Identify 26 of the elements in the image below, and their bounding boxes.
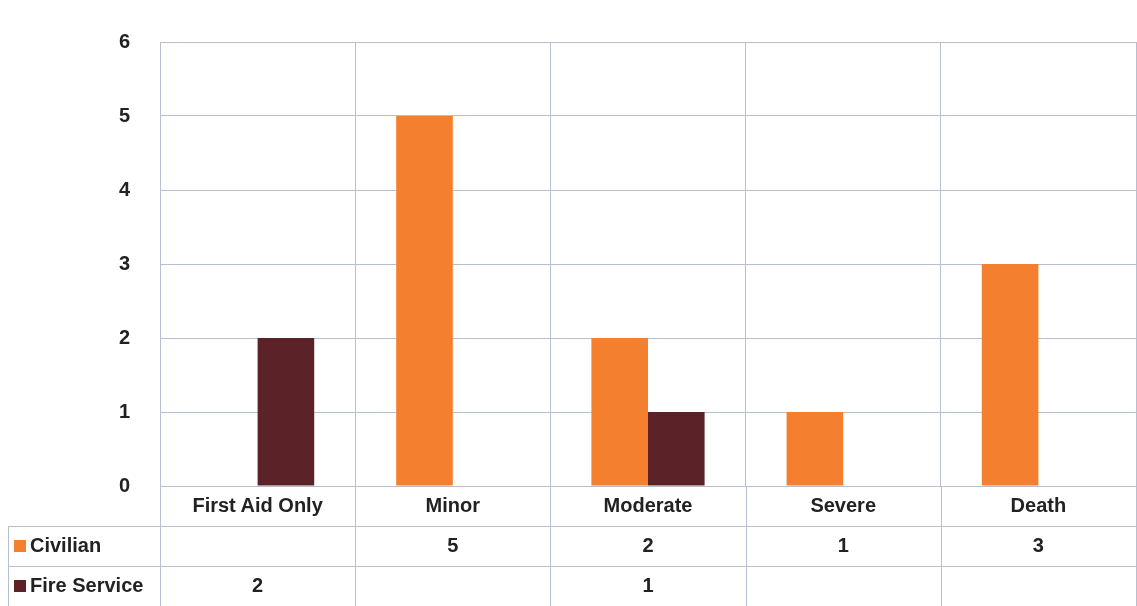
data-label: 2 <box>642 533 654 556</box>
y-tick-label: 2 <box>118 325 130 348</box>
bar <box>981 264 1039 486</box>
y-tick-label: 5 <box>118 103 130 126</box>
y-tick-label: 3 <box>118 251 130 274</box>
bar <box>786 412 844 486</box>
bar <box>648 412 705 486</box>
legend-label: Fire Service <box>30 573 144 596</box>
x-tick-label: First Aid Only <box>192 493 324 516</box>
data-label: 1 <box>642 573 654 596</box>
bar <box>257 338 315 486</box>
bar <box>396 116 453 486</box>
bar <box>591 338 648 486</box>
y-tick-label: 0 <box>118 473 130 496</box>
data-label: 2 <box>252 573 264 596</box>
y-tick-label: 6 <box>118 29 130 52</box>
y-tick-label: 4 <box>118 177 131 200</box>
x-tick-label: Minor <box>425 493 481 516</box>
x-tick-label: Severe <box>810 493 877 516</box>
x-tick-label: Death <box>1010 493 1067 516</box>
data-label: 5 <box>447 533 459 556</box>
data-label: 3 <box>1032 533 1044 556</box>
y-tick-label: 1 <box>118 399 130 422</box>
x-tick-label: Moderate <box>603 493 693 516</box>
legend-label: Civilian <box>30 533 102 556</box>
data-label: 1 <box>837 533 849 556</box>
